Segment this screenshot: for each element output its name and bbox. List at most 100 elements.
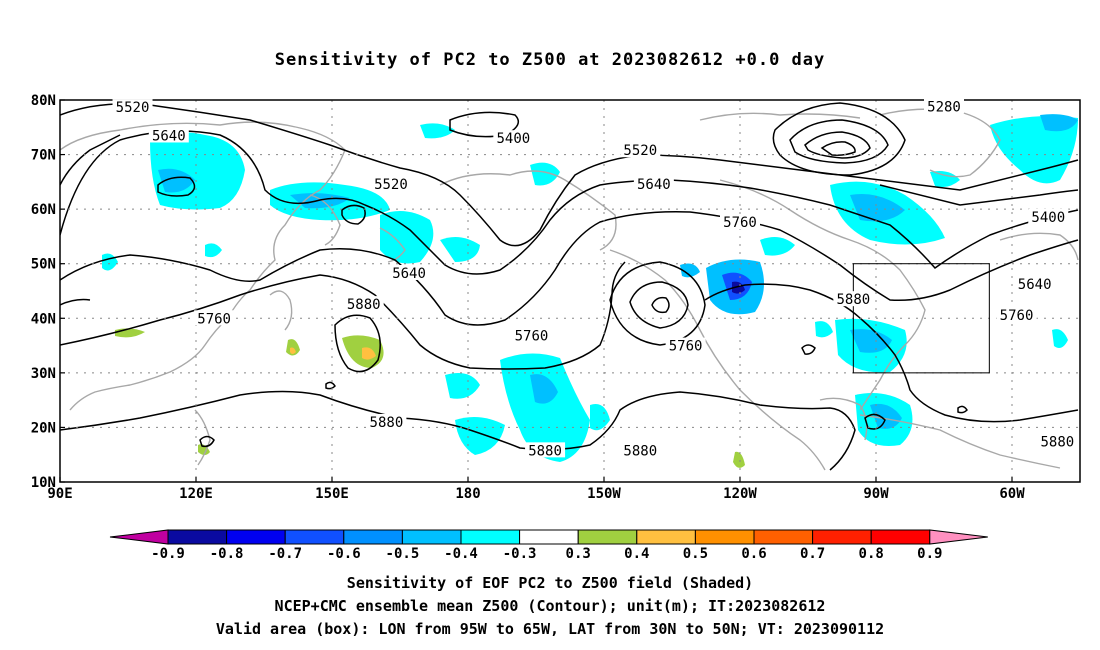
contour-label-bg <box>633 176 674 192</box>
colorbar-swatch <box>401 529 462 545</box>
contour-ring-5280-1 <box>772 102 906 176</box>
contour-ring-5280-4 <box>820 141 856 156</box>
colorbar-label: -0.6 <box>327 546 361 562</box>
colorbar-label: -0.5 <box>386 546 420 562</box>
shade-patch <box>205 243 222 258</box>
contour-label: 5520 <box>374 177 408 193</box>
contour-label-bg <box>620 142 661 158</box>
colorbar-swatch <box>812 529 872 545</box>
contour-label-bg <box>525 442 566 458</box>
contour-label-bg <box>194 310 235 326</box>
caption-shaded: Sensitivity of EOF PC2 to Z500 field (Sh… <box>346 574 754 592</box>
contour-label: 5520 <box>116 100 150 116</box>
colorbar-label: 0.3 <box>566 546 591 562</box>
colorbar: -0.9 -0.8 -0.7 -0.6 -0.5 -0.4 -0.3 0.3 0.4 0.5 0.6… <box>109 529 988 562</box>
contour-label-bg <box>620 442 661 458</box>
contour-5640 <box>60 130 1079 275</box>
contour-small-5 <box>199 435 215 448</box>
colorbar-swatch <box>519 529 579 545</box>
caption-contour: NCEP+CMC ensemble mean Z500 (Contour); u… <box>274 597 826 615</box>
lon-label: 180 <box>455 486 480 502</box>
contour-closed-5640-small <box>341 204 366 225</box>
contour-tail-5760 <box>60 298 91 306</box>
shade-patch <box>286 339 300 356</box>
colorbar-label: -0.4 <box>444 546 478 562</box>
colorbar-high-triangle <box>929 529 988 545</box>
contour-label: 5520 <box>623 143 657 159</box>
colorbar-swatch <box>753 529 814 545</box>
shade-patch <box>680 263 700 278</box>
shade-patch <box>590 404 610 431</box>
contour-label: 5880 <box>836 292 870 308</box>
contour-5760-low-core <box>651 296 670 314</box>
colorbar-label: 0.7 <box>800 546 825 562</box>
colorbar-label: -0.7 <box>268 546 302 562</box>
contour-closed-5400 <box>449 111 520 138</box>
shade-patch <box>870 403 902 429</box>
contour-label-bg <box>1014 275 1055 291</box>
caption-valid-area: Valid area (box): LON from 95W to 65W, L… <box>215 620 885 638</box>
contour-5760-north <box>60 210 1079 326</box>
contour-5760-low <box>609 261 706 346</box>
shade-patch <box>815 321 833 338</box>
chart-title: Sensitivity of PC2 to Z500 at 2023082612… <box>274 50 826 70</box>
contour-ring-5280-3 <box>804 131 871 159</box>
coastline-japan <box>269 290 293 331</box>
shade-patch <box>440 236 480 262</box>
contour-label: 5880 <box>623 443 657 459</box>
lat-label: 40N <box>31 311 56 327</box>
colorbar-label: 0.4 <box>624 546 649 562</box>
contour-label-bg <box>112 99 153 115</box>
colorbar-label: -0.9 <box>151 546 185 562</box>
contour-label: 5640 <box>392 266 426 282</box>
contour-label: 5760 <box>723 215 757 231</box>
colorbar-label: 0.9 <box>917 546 942 562</box>
shade-patch <box>500 353 590 462</box>
shade-patch <box>158 168 195 193</box>
contour-label: 5760 <box>197 311 231 327</box>
contour-small-4 <box>325 381 336 390</box>
shade-patch <box>733 451 745 468</box>
contour-small-2 <box>864 413 886 430</box>
coastline-caribbean <box>859 414 1061 469</box>
coastline-gulf <box>819 397 868 441</box>
colorbar-label: -0.3 <box>503 546 537 562</box>
contour-5640-west <box>60 134 121 186</box>
contour-label: 5880 <box>370 415 404 431</box>
lon-label: 90W <box>863 486 889 502</box>
contour-label-bg <box>343 296 384 312</box>
lat-label: 30N <box>31 366 56 382</box>
lat-label: 60N <box>31 202 56 218</box>
coastline-asia <box>60 121 346 411</box>
contour-closed-5520-asia <box>157 176 196 197</box>
contour-label-bg <box>511 327 552 343</box>
coastline-alaska <box>439 170 617 251</box>
colorbar-swatch <box>343 529 403 545</box>
coastline-north-america-east <box>719 179 926 411</box>
coastline-arctic <box>699 112 861 121</box>
contour-small-1 <box>801 344 816 355</box>
shade-patch <box>850 194 905 222</box>
contour-5520 <box>60 103 1079 247</box>
contour-label: 5880 <box>528 443 562 459</box>
valid-area-box <box>852 263 990 374</box>
contour-label-bg <box>833 291 874 307</box>
colorbar-swatch <box>460 529 521 545</box>
colorbar-swatch <box>577 529 638 545</box>
lon-label: 150W <box>587 486 621 502</box>
lon-label: 90E <box>47 486 72 502</box>
shade-patch <box>530 374 558 404</box>
shade-patch <box>290 347 296 354</box>
colorbar-swatch <box>870 529 931 545</box>
colorbar-label: 0.5 <box>683 546 708 562</box>
contour-label-bg <box>493 130 534 146</box>
colorbar-swatch <box>636 529 696 545</box>
contour-label: 5760 <box>515 329 549 345</box>
shade-patch <box>760 236 795 256</box>
shade-patch <box>850 329 892 353</box>
contour-5400-east <box>879 184 1079 206</box>
shade-patch <box>362 347 376 360</box>
contour-label-bg <box>924 98 964 114</box>
contour-5880-east <box>704 283 1079 423</box>
